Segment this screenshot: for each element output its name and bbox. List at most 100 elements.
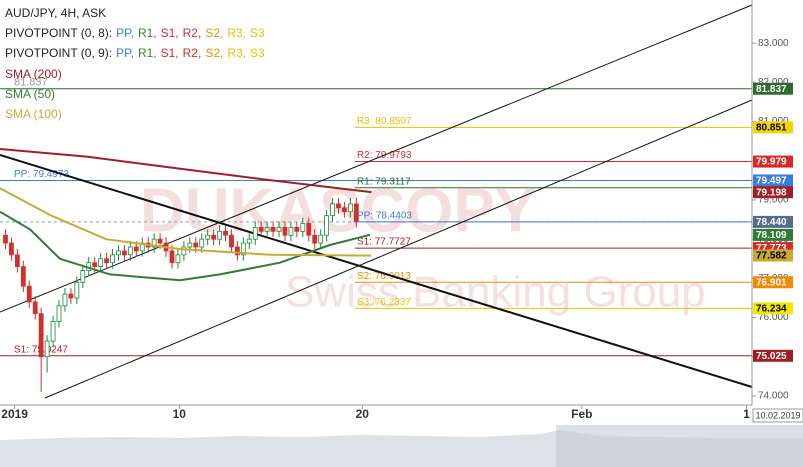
candle-body (169, 250, 175, 264)
price-tag (753, 155, 793, 168)
pivot-label: S1: 77.7727 (357, 237, 411, 248)
navigator-window[interactable] (556, 425, 803, 467)
y-tick-label: 76.000 (758, 312, 789, 323)
candle-body (92, 262, 98, 268)
candles (3, 197, 359, 393)
candle-body (80, 270, 86, 283)
price-tag-label: 75.025 (756, 351, 787, 362)
price-tag (753, 82, 793, 95)
legend: AUD/JPY, 4H, ASK PIVOTPOINT (0, 8): PP, R1,… (5, 6, 265, 121)
trend-line (0, 154, 753, 388)
price-tag-label: 80.851 (756, 123, 787, 134)
candle-body (246, 238, 252, 244)
price-tag (753, 276, 793, 289)
sma-legend: SMA (50) (5, 87, 55, 101)
chart-title: AUD/JPY, 4H, ASK (5, 6, 106, 20)
price-tag-label: 79.497 (756, 176, 787, 187)
candle-body (282, 226, 288, 236)
date-box (752, 408, 803, 423)
legend-item: PIVOTPOINT (0, 9): (5, 46, 112, 60)
legend-item: S2, (205, 46, 223, 60)
price-tag (753, 215, 793, 228)
candle-body (294, 226, 300, 232)
sma-line (0, 210, 371, 282)
y-tick-label: 79.000 (758, 195, 789, 206)
watermark: Swiss Banking Group (285, 268, 706, 317)
legend-item: S2, (205, 26, 223, 40)
candle-body (347, 203, 353, 213)
price-tag-label: 78.440 (756, 217, 787, 228)
candle-body (264, 226, 270, 232)
candle-body (98, 258, 104, 268)
pivot-legend: PIVOTPOINT (0, 8): PP, R1, S1, R2, S2, R3, S3 (5, 26, 265, 40)
x-tick-label: 10 (173, 407, 187, 421)
y-tick-label: 83.000 (758, 38, 789, 49)
candle-body (62, 293, 68, 307)
pivot-label: R2: 79.9793 (357, 150, 412, 161)
price-tag-label: 77.773 (756, 243, 787, 254)
candle-body (318, 234, 324, 244)
date-label: 10.02.2019 (755, 410, 800, 420)
legend-item: R2, (183, 46, 202, 60)
candle-body (240, 242, 246, 256)
legend-item: R2, (183, 26, 202, 40)
candle-body (50, 321, 56, 342)
candle-body (175, 254, 181, 264)
sma-line (0, 187, 372, 257)
x-tick-label: 2019 (1, 407, 28, 421)
legend-item: S3 (250, 46, 265, 60)
candle-body (104, 258, 109, 264)
candle-body (32, 301, 38, 315)
legend-item: R3, (227, 26, 246, 40)
price-tag (753, 349, 793, 362)
price-tag-label: 81.837 (756, 84, 787, 95)
price-tag (753, 302, 793, 315)
pivot-label: R3: 80.8507 (357, 116, 412, 127)
price-tag (753, 174, 793, 187)
price-tag-label: 76.234 (756, 304, 787, 315)
candle-body (9, 242, 14, 256)
candle-body (38, 313, 44, 358)
horizontal-line-label: 81.837 (14, 77, 48, 89)
pivot-label: S3: 76.2337 (357, 297, 411, 308)
x-tick-label: 1 (743, 407, 750, 421)
legend-item: R3, (227, 46, 246, 60)
pivot-label: PP: 79.4973 (14, 169, 69, 180)
candle-body (300, 223, 306, 232)
candle-body (205, 234, 211, 240)
candle-body (56, 305, 62, 322)
candle-body (217, 230, 222, 240)
candle-body (353, 203, 359, 222)
sma-line (0, 148, 372, 194)
price-tag-label: 76.901 (756, 277, 787, 288)
price-tag-label: 77.582 (756, 251, 787, 262)
candle-body (44, 340, 50, 358)
candle-body (151, 238, 157, 248)
candle-body (312, 234, 318, 244)
axis: 83.00082.00081.00080.00079.00078.00077.0… (1, 38, 803, 423)
candle-body (157, 238, 163, 244)
sma-lines (0, 148, 372, 282)
candle-body (68, 293, 74, 299)
price-tag-label: 79.198 (756, 187, 787, 198)
legend-item: PIVOTPOINT (0, 8): (5, 26, 112, 40)
candle-body (252, 226, 258, 240)
pivot-legend: PIVOTPOINT (0, 9): PP, R1, S1, R2, S2, R3, S3 (5, 46, 265, 60)
legend-item: PP, (116, 26, 134, 40)
legend-item: S3 (250, 26, 265, 40)
pivot-label: S2: 76.9013 (357, 271, 411, 282)
candle-body (122, 250, 127, 256)
price-tag (753, 249, 793, 262)
x-tick-label: 20 (356, 407, 370, 421)
candle-body (181, 246, 187, 256)
candle-body (26, 285, 32, 303)
candle-body (229, 234, 234, 248)
candle-body (193, 242, 199, 248)
candle-body (342, 207, 347, 213)
price-tag (753, 228, 793, 241)
candle-body (74, 281, 80, 299)
y-tick-label: 74.000 (758, 391, 789, 402)
price-tag (753, 186, 793, 199)
trend-line (44, 99, 753, 399)
